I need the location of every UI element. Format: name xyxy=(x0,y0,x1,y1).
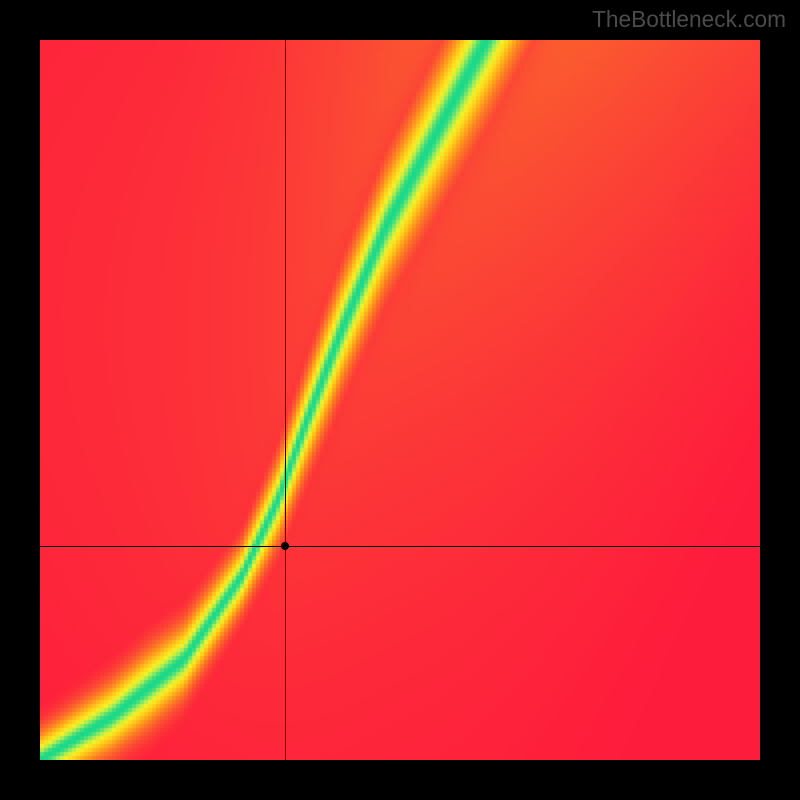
crosshair-marker-dot xyxy=(281,542,289,550)
watermark-text: TheBottleneck.com xyxy=(592,6,786,33)
heatmap-plot xyxy=(40,40,760,760)
figure-container: TheBottleneck.com xyxy=(0,0,800,800)
heatmap-canvas xyxy=(40,40,760,760)
crosshair-horizontal xyxy=(40,546,760,547)
crosshair-vertical xyxy=(285,40,286,760)
